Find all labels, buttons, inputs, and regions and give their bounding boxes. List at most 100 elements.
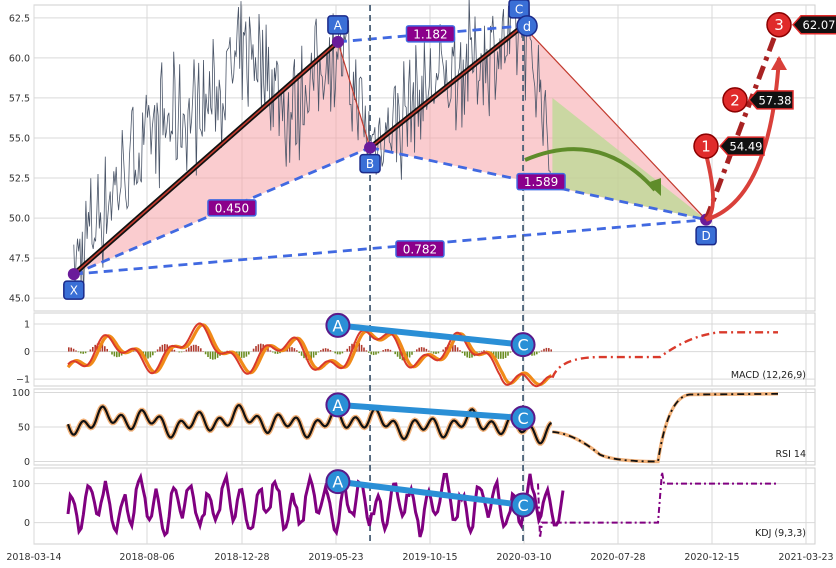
price-y-tick-label: 55.0 bbox=[9, 133, 30, 144]
ratio-label: 0.450 bbox=[207, 199, 257, 217]
macd-hist-bar bbox=[70, 347, 72, 352]
macd-hist-bar bbox=[243, 351, 245, 358]
point-label-text: A bbox=[334, 18, 343, 32]
macd-hist-bar bbox=[483, 350, 485, 352]
macd-signal-line bbox=[66, 323, 553, 387]
x-tick-label: 2019-10-15 bbox=[402, 552, 457, 563]
pattern-fill-layer bbox=[73, 25, 707, 275]
macd-hist-bar bbox=[192, 344, 195, 352]
macd-hist-bar bbox=[543, 348, 545, 352]
macd-hist-bar bbox=[502, 351, 504, 359]
macd-hist-bar bbox=[161, 344, 164, 352]
macd-hist-bar bbox=[147, 351, 149, 359]
macd-hist-bar bbox=[509, 351, 512, 353]
macd-hist-bar bbox=[478, 351, 480, 353]
macd-hist-bar bbox=[430, 351, 432, 353]
macd-hist-bar bbox=[144, 351, 147, 359]
macd-y-tick-label: 0 bbox=[24, 347, 30, 358]
macd-hist-bar bbox=[454, 345, 456, 352]
macd-hist-bar bbox=[435, 351, 437, 355]
price-y-tick-label: 62.5 bbox=[9, 13, 30, 24]
macd-hist-bar bbox=[370, 351, 372, 355]
macd-hist-bar bbox=[298, 351, 300, 353]
macd-hist-bar bbox=[180, 351, 183, 353]
macd-hist-bar bbox=[84, 351, 87, 354]
macd-divergence-label: A bbox=[332, 316, 343, 335]
target-curve-arrowhead bbox=[771, 56, 787, 70]
price-y-tick-label: 47.5 bbox=[9, 254, 30, 265]
macd-hist-bar bbox=[204, 351, 207, 355]
x-tick-label: 2018-03-14 bbox=[6, 552, 61, 563]
macd-hist-bar bbox=[156, 349, 159, 352]
target-dashdot-line bbox=[703, 23, 782, 221]
macd-hist-bar bbox=[348, 346, 351, 352]
macd-hist-bar bbox=[111, 351, 113, 355]
point-label-box bbox=[508, 0, 530, 19]
macd-hist-bar bbox=[428, 350, 430, 352]
macd-hist-bar bbox=[68, 347, 70, 352]
c-d-marker bbox=[516, 15, 538, 37]
macd-hist-bar bbox=[116, 351, 118, 358]
macd-hist-bar bbox=[240, 351, 243, 358]
rsi-forecast-line bbox=[552, 392, 779, 463]
macd-hist-bar bbox=[260, 343, 262, 352]
macd-hist-bar bbox=[394, 351, 396, 355]
macd-hist-bar bbox=[329, 350, 332, 352]
projection-zone bbox=[552, 97, 707, 220]
target-value-text: 57.38 bbox=[759, 93, 792, 107]
macd-hist-bar bbox=[368, 351, 370, 353]
macd-hist-bar bbox=[358, 342, 360, 352]
macd-hist-bar bbox=[500, 351, 502, 359]
macd-hist-bar bbox=[531, 351, 533, 356]
ratio-text: 0.782 bbox=[403, 242, 437, 256]
ratio-box bbox=[405, 25, 456, 43]
rsi-divergence-label: A bbox=[332, 396, 343, 415]
rsi-y-tick-label: 50 bbox=[18, 423, 30, 434]
rsi-line bbox=[66, 404, 552, 445]
macd-hist-bar bbox=[248, 351, 250, 355]
ratio-text: 0.450 bbox=[215, 201, 249, 215]
point-dot bbox=[364, 141, 377, 154]
x-tick-label: 2018-12-28 bbox=[214, 552, 269, 563]
price-line bbox=[73, 0, 552, 298]
macd-hist-bar bbox=[536, 351, 538, 355]
kdj-y-tick-label: 100 bbox=[12, 479, 30, 490]
macd-divergence-line bbox=[337, 322, 524, 348]
macd-hist-bar bbox=[185, 349, 188, 352]
macd-panel-title: MACD (12,26,9) bbox=[731, 370, 806, 381]
macd-hist-bar bbox=[432, 351, 435, 354]
macd-hist-bar bbox=[80, 351, 82, 354]
macd-hist-bar bbox=[550, 349, 552, 352]
point-label-text: D bbox=[701, 229, 710, 243]
point-label-box bbox=[327, 15, 349, 35]
macd-hist-bar bbox=[360, 344, 363, 352]
macd-hist-bar bbox=[538, 351, 540, 353]
x-tick-label: 2018-08-06 bbox=[119, 552, 174, 563]
target-1: 1 54.49 bbox=[693, 133, 765, 159]
macd-hist-bar bbox=[423, 347, 425, 352]
target-3: 3 62.07 bbox=[766, 11, 836, 38]
macd-hist-bar bbox=[159, 346, 161, 352]
macd-hist-bar bbox=[252, 348, 255, 352]
macd-hist-bar bbox=[178, 351, 180, 353]
macd-hist-bar bbox=[200, 348, 202, 352]
macd-hist-bar bbox=[77, 351, 80, 353]
macd-hist-bar bbox=[548, 348, 550, 352]
macd-hist-bar bbox=[339, 351, 341, 355]
macd-hist-bar bbox=[288, 347, 291, 352]
x-tick-label: 2020-03-10 bbox=[496, 552, 551, 563]
macd-hist-bar bbox=[173, 349, 176, 352]
macd-hist-bar bbox=[461, 351, 464, 354]
rsi-divergence-marker bbox=[325, 392, 351, 418]
macd-hist-bar bbox=[447, 345, 449, 352]
macd-forecast-line bbox=[551, 331, 778, 379]
macd-hist-bar bbox=[209, 351, 212, 359]
point-dot bbox=[331, 35, 344, 48]
macd-hist-bar bbox=[353, 342, 356, 352]
rsi-divergence-label: C bbox=[517, 409, 528, 428]
ratio-label: 0.782 bbox=[395, 240, 445, 258]
point-label-box bbox=[63, 280, 85, 300]
macd-y-tick-label: −1 bbox=[16, 375, 30, 386]
target-circle bbox=[766, 11, 792, 38]
kdj-line bbox=[66, 470, 565, 538]
